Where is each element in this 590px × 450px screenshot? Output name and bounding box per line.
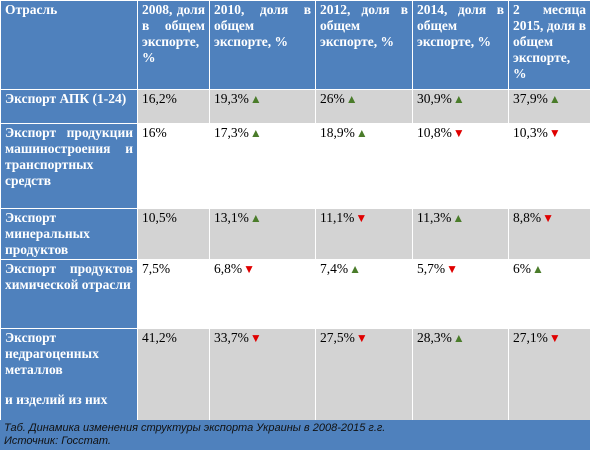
table-cell: 10,8%▼: [412, 123, 509, 209]
table-cell: 16,2%: [137, 89, 210, 124]
table-cell: 41,2%: [137, 328, 210, 421]
trend-down-icon: ▼: [446, 262, 459, 276]
header-industry: Отрасль: [0, 0, 138, 90]
cell-value: 11,1%: [320, 210, 355, 225]
row-label: Экспорт АПК (1-24): [0, 89, 138, 124]
header-2014: 2014, доля в общем экспорте, %: [412, 0, 509, 90]
table-cell: 6%▲: [508, 259, 590, 329]
table-cell: 10,5%: [137, 208, 210, 260]
trend-down-icon: ▼: [452, 126, 465, 140]
header-2012: 2012, доля в общем экспорте, %: [315, 0, 413, 90]
cell-value: 13,1%: [214, 210, 249, 225]
cell-value: 27,5%: [320, 330, 355, 345]
cell-value: 27,1%: [513, 330, 548, 345]
table-cell: 37,9%▲: [508, 89, 590, 124]
table-row: Экспорт продуктов химической отрасли 7,5…: [0, 259, 590, 329]
cell-value: 11,3%: [417, 210, 452, 225]
header-2008: 2008, доля в общем экспорте, %: [137, 0, 210, 90]
table-cell: 11,1%▼: [315, 208, 413, 260]
header-2015: 2 месяца 2015, доля в общем экспорте, %: [508, 0, 590, 90]
cell-value: 7,4%: [320, 261, 349, 276]
table-cell: 19,3%▲: [209, 89, 316, 124]
cell-value: 30,9%: [417, 91, 452, 106]
cell-value: 6%: [513, 261, 531, 276]
table-cell: 11,3%▲: [412, 208, 509, 260]
cell-value: 7,5%: [142, 261, 171, 276]
trend-up-icon: ▲: [532, 262, 544, 276]
table-cell: 26%▲: [315, 89, 413, 124]
header-2010: 2010, доля в общем экспорте, %: [209, 0, 316, 90]
trend-down-icon: ▼: [355, 331, 368, 345]
trend-up-icon: ▲: [452, 92, 465, 106]
cell-value: 19,3%: [214, 91, 249, 106]
trend-up-icon: ▲: [452, 331, 465, 345]
cell-value: 10,8%: [417, 125, 452, 140]
cell-value: 16%: [142, 125, 167, 140]
trend-down-icon: ▼: [355, 211, 368, 225]
cell-value: 16,2%: [142, 91, 177, 106]
export-structure-table: Отрасль 2008, доля в общем экспорте, % 2…: [0, 0, 590, 421]
table-cell: 16%: [137, 123, 210, 209]
cell-value: 33,7%: [214, 330, 249, 345]
trend-up-icon: ▲: [249, 126, 262, 140]
table-cell: 28,3%▲: [412, 328, 509, 421]
trend-up-icon: ▲: [452, 211, 465, 225]
table-cell: 18,9%▲: [315, 123, 413, 209]
table-cell: 13,1%▲: [209, 208, 316, 260]
table-cell: 7,5%: [137, 259, 210, 329]
table-row: Экспорт АПК (1-24) 16,2% 19,3%▲ 26%▲ 30,…: [0, 89, 590, 124]
trend-up-icon: ▲: [355, 126, 368, 140]
trend-down-icon: ▼: [548, 126, 561, 140]
trend-up-icon: ▲: [345, 92, 358, 106]
cell-value: 6,8%: [214, 261, 243, 276]
caption-source: Источник: Госстат.: [4, 435, 111, 447]
table-cell: 17,3%▲: [209, 123, 316, 209]
row-label-continued: и изделий из них: [5, 392, 108, 407]
trend-down-icon: ▼: [243, 262, 256, 276]
table-caption: Таб. Динамика изменения структуры экспор…: [0, 420, 590, 450]
cell-value: 10,5%: [142, 210, 177, 225]
row-label: Экспорт минеральных продуктов: [0, 208, 138, 260]
caption-title: Таб. Динамика изменения структуры экспор…: [4, 422, 386, 434]
header-row: Отрасль 2008, доля в общем экспорте, % 2…: [0, 0, 590, 90]
cell-value: 5,7%: [417, 261, 446, 276]
cell-value: 8,8%: [513, 210, 542, 225]
row-label: Экспорт продуктов химической отрасли: [0, 259, 138, 329]
trend-up-icon: ▲: [548, 92, 561, 106]
trend-down-icon: ▼: [548, 331, 561, 345]
table-row: Экспорт продукции машиностроения и транс…: [0, 123, 590, 209]
table-cell: 30,9%▲: [412, 89, 509, 124]
trend-down-icon: ▼: [249, 331, 262, 345]
table-row: Экспорт недрагоценных металлов и изделий…: [0, 328, 590, 421]
table-cell: 10,3%▼: [508, 123, 590, 209]
cell-value: 10,3%: [513, 125, 548, 140]
cell-value: 26%: [320, 91, 345, 106]
table-cell: 27,5%▼: [315, 328, 413, 421]
row-label: Экспорт продукции машиностроения и транс…: [0, 123, 138, 209]
table-cell: 7,4%▲: [315, 259, 413, 329]
cell-value: 28,3%: [417, 330, 452, 345]
cell-value: 41,2%: [142, 330, 177, 345]
trend-up-icon: ▲: [249, 92, 262, 106]
trend-up-icon: ▲: [249, 211, 262, 225]
table-cell: 6,8%▼: [209, 259, 316, 329]
cell-value: 37,9%: [513, 91, 548, 106]
table-cell: 27,1%▼: [508, 328, 590, 421]
table-row: Экспорт минеральных продуктов 10,5% 13,1…: [0, 208, 590, 260]
trend-up-icon: ▲: [349, 262, 362, 276]
cell-value: 17,3%: [214, 125, 249, 140]
cell-value: 18,9%: [320, 125, 355, 140]
table-cell: 8,8%▼: [508, 208, 590, 260]
trend-down-icon: ▼: [542, 211, 555, 225]
row-label-main: Экспорт недрагоценных металлов: [5, 330, 99, 377]
table-cell: 33,7%▼: [209, 328, 316, 421]
table-cell: 5,7%▼: [412, 259, 509, 329]
row-label: Экспорт недрагоценных металлов и изделий…: [0, 328, 138, 421]
